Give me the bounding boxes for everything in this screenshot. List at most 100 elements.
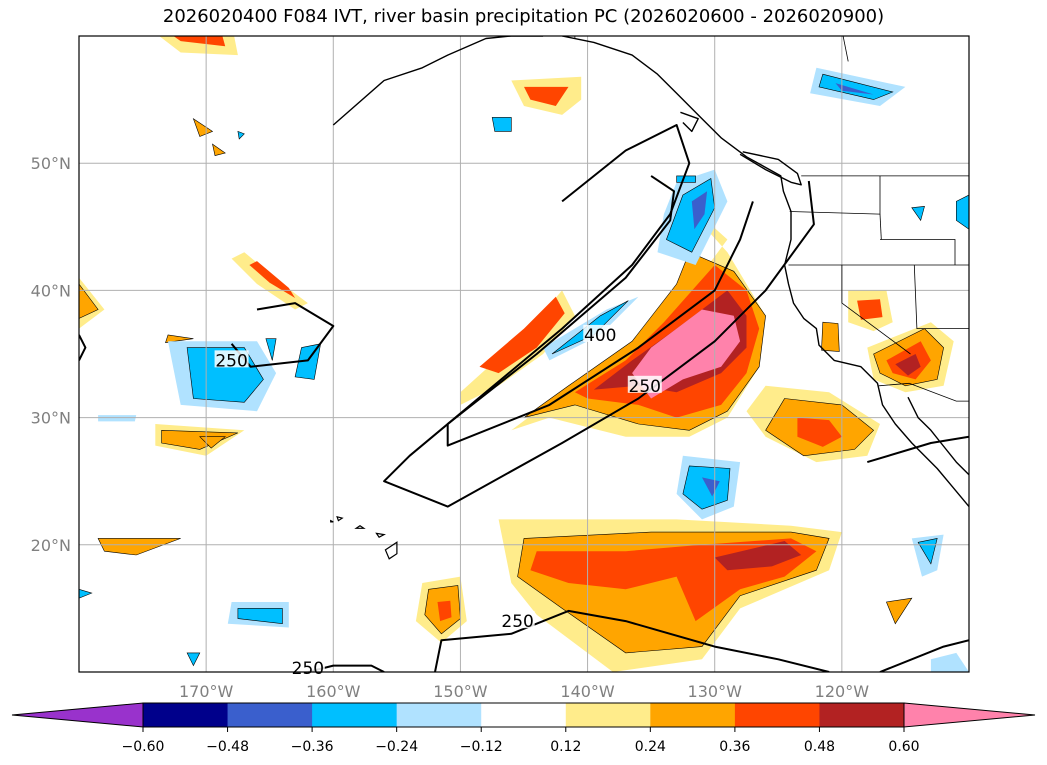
precip-region-61 xyxy=(955,194,969,230)
precip-region-50 xyxy=(818,73,894,100)
precip-region-36 xyxy=(212,143,226,156)
lat-tick-label-2: 40°N xyxy=(31,281,71,300)
precip-region-60 xyxy=(930,652,969,672)
precip-region-66 xyxy=(237,130,245,140)
precip-region-20 xyxy=(714,541,802,571)
precip-region-54 xyxy=(702,477,720,497)
colorbar-label-9: 0.60 xyxy=(888,739,919,755)
colorbar-extend-low xyxy=(11,702,144,728)
ivt-contour-7 xyxy=(867,435,969,464)
precip-region-28 xyxy=(97,538,181,556)
coastline-3 xyxy=(739,151,802,186)
precip-region-48 xyxy=(265,338,277,361)
lon-tick-label-5: 120°W xyxy=(815,682,870,701)
gridlines xyxy=(79,36,969,672)
precip-region-57 xyxy=(98,415,137,422)
precip-region-37 xyxy=(165,334,194,343)
ivt-contour-5 xyxy=(434,609,830,672)
precip-region-42 xyxy=(691,191,708,230)
precip-region-67 xyxy=(911,206,925,222)
colorbar-label-1: −0.48 xyxy=(206,739,249,755)
precip-region-32 xyxy=(173,36,226,47)
ivt-label-bg-1 xyxy=(583,324,618,342)
precip-region-13 xyxy=(895,354,921,376)
ivt-label-bg-3 xyxy=(500,611,535,629)
island-3 xyxy=(336,515,344,522)
ivt-label-0: 250 xyxy=(215,351,247,371)
precip-region-56 xyxy=(237,608,283,625)
border-7 xyxy=(879,214,882,240)
ivt-contour-3 xyxy=(79,334,87,361)
island-0 xyxy=(384,541,398,560)
island-1 xyxy=(375,532,386,538)
lat-tick-label-0: 20°N xyxy=(31,536,71,555)
colorbar-label-6: 0.24 xyxy=(635,739,666,755)
ivt-label-4: 250 xyxy=(292,659,324,679)
colorbar-frame xyxy=(142,702,905,728)
ivt-label-3: 250 xyxy=(501,612,533,632)
coastline-1 xyxy=(561,36,969,508)
precip-region-9 xyxy=(797,417,842,447)
coastline-2 xyxy=(907,396,969,476)
lon-tick-label-4: 130°W xyxy=(688,682,743,701)
ivt-label-bg-0 xyxy=(214,350,249,368)
island-2 xyxy=(354,524,366,529)
ivt-contour-labels: 250 400 250 250 250 xyxy=(214,324,662,679)
precip-region-15 xyxy=(857,299,883,320)
precip-region-65 xyxy=(186,652,201,667)
precip-region-64 xyxy=(79,588,93,599)
precip-region-63 xyxy=(676,175,696,183)
precip-region-25 xyxy=(249,261,296,298)
ivt-contour-6 xyxy=(879,639,969,672)
colorbar-segment-6 xyxy=(650,703,736,727)
precip-region-51 xyxy=(835,83,874,95)
axis-tick-labels: 20°N 30°N 40°N 50°N 170°W 160°W 150°W 140°W 130°… xyxy=(31,154,870,701)
border-6 xyxy=(880,239,956,265)
precip-region-6 xyxy=(479,296,565,374)
lon-tick-label-2: 150°W xyxy=(433,682,488,701)
colorbar-label-4: −0.12 xyxy=(460,739,503,755)
colorbar: −0.60 −0.48 −0.36 −0.24 −0.12 0.12 0.24 0.36 0.4… xyxy=(11,702,1036,755)
precip-region-34 xyxy=(524,86,569,106)
lat-tick-label-3: 50°N xyxy=(31,154,71,173)
colorbar-segment-5 xyxy=(565,703,651,727)
ivt-contour-1 xyxy=(446,175,754,447)
colorbar-label-7: 0.36 xyxy=(719,739,750,755)
ivt-label-1: 400 xyxy=(584,326,616,346)
colorbar-label-3: −0.24 xyxy=(375,739,418,755)
coastline-4 xyxy=(680,111,699,133)
colorbar-label-0: −0.60 xyxy=(122,739,165,755)
colorbar-segment-1 xyxy=(227,703,313,727)
chart-title: 2026020400 F084 IVT, river basin precipi… xyxy=(162,6,885,27)
coastline-0 xyxy=(332,36,544,126)
colorbar-segment-8 xyxy=(819,703,905,727)
colorbar-label-5: 0.12 xyxy=(550,739,581,755)
border-8 xyxy=(913,264,969,330)
precip-region-27 xyxy=(161,429,239,450)
ivt-label-bg-4 xyxy=(290,658,325,676)
border-3 xyxy=(841,265,911,355)
colorbar-extend-high xyxy=(903,702,1036,728)
precip-region-39 xyxy=(885,597,913,625)
precip-region-16 xyxy=(821,321,840,352)
colorbar-segment-3 xyxy=(396,703,482,727)
lat-tick-label-1: 30°N xyxy=(31,409,71,428)
lon-tick-label-0: 170°W xyxy=(179,682,234,701)
island-4 xyxy=(330,519,334,523)
precip-region-62 xyxy=(491,117,512,132)
coastlines-and-borders xyxy=(330,36,969,560)
colorbar-label-8: 0.48 xyxy=(804,739,835,755)
ivt-label-2: 250 xyxy=(629,377,661,397)
border-9 xyxy=(842,36,849,62)
ivt-contour-0 xyxy=(383,124,815,508)
precip-region-30 xyxy=(79,283,99,319)
colorbar-segment-0 xyxy=(143,703,229,727)
colorbar-segment-4 xyxy=(481,703,567,727)
map-frame xyxy=(78,35,970,673)
colorbar-segment-2 xyxy=(312,703,398,727)
precip-region-23 xyxy=(437,600,452,622)
lon-tick-label-1: 160°W xyxy=(306,682,361,701)
border-5 xyxy=(878,382,969,402)
colorbar-label-2: −0.36 xyxy=(291,739,334,755)
